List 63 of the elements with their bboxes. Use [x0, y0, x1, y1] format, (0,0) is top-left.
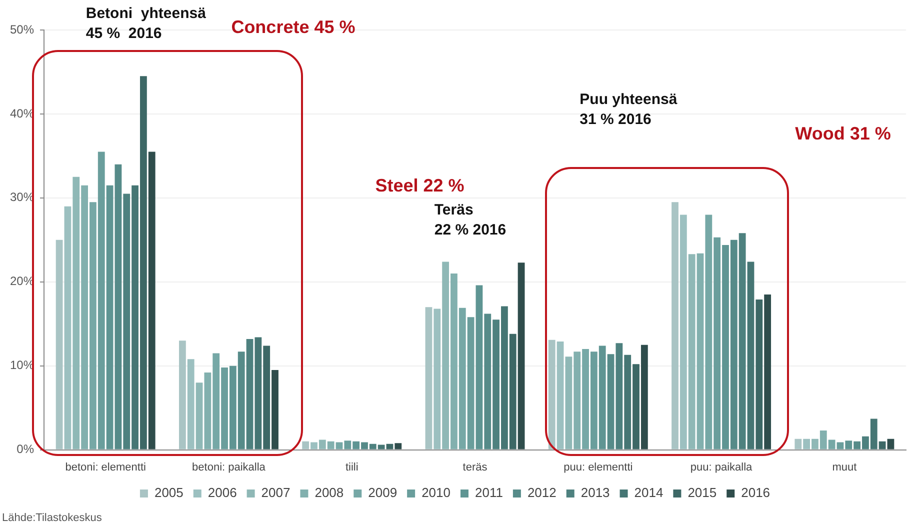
legend-label: 2012 [527, 485, 556, 500]
legend-label: 2015 [688, 485, 717, 500]
annotation: Wood 31 % [795, 124, 891, 144]
bar [794, 438, 802, 450]
bar [148, 152, 156, 450]
bar [878, 441, 886, 450]
bar [386, 444, 394, 450]
y-tick-label: 50% [10, 22, 34, 36]
annotation: Teräs 22 % 2016 [434, 202, 506, 239]
bar [680, 214, 687, 450]
bar [764, 294, 772, 450]
bar [140, 76, 147, 450]
bar [672, 202, 678, 450]
bar [640, 344, 648, 450]
bar [64, 206, 72, 450]
annotation: Steel 22 % [375, 176, 464, 196]
legend-label: 2013 [580, 485, 610, 500]
annotation: Concrete 45 % [231, 17, 356, 38]
bar [756, 300, 763, 450]
bar [518, 262, 525, 450]
bar [442, 262, 450, 450]
legend-label: 2010 [422, 485, 450, 500]
bar [310, 442, 318, 450]
text: Lähde:Tilastokeskus [2, 512, 102, 524]
bar [72, 176, 80, 450]
legend-label: 2008 [314, 485, 344, 500]
bar [632, 364, 640, 450]
bar [803, 438, 810, 450]
bar [263, 346, 270, 450]
legend-label: 2005 [154, 485, 184, 500]
x-tick-label: betoni: paikalla [192, 461, 266, 474]
x-tick-label: tiili [345, 461, 358, 474]
bar [548, 340, 556, 450]
x-tick-label: betoni: elementti [65, 461, 146, 474]
x-tick-label: teräs [462, 461, 488, 474]
legend-label: 2016 [741, 485, 770, 500]
bar [179, 340, 186, 450]
x-tick-label: puu: paikalla [690, 461, 754, 474]
bar [187, 359, 194, 450]
legend-label: 2014 [634, 485, 664, 500]
y-tick-label: 0% [16, 442, 34, 456]
legend-label: 2009 [368, 485, 398, 500]
legend-label: 2006 [208, 485, 237, 500]
bar [556, 341, 564, 450]
bar [318, 440, 326, 450]
annotation: Puu yhteensä 31 % 2016 [580, 90, 678, 128]
x-tick-label: puu: elementti [564, 461, 633, 474]
bar [425, 307, 432, 450]
bar [56, 240, 63, 450]
annotation: Betoni yhteensä 45 % 2016 [86, 5, 207, 42]
bar [302, 441, 310, 450]
bar [887, 438, 894, 450]
bar [196, 382, 203, 450]
legend-label: 2007 [261, 485, 290, 500]
x-tick-label: muut [832, 461, 857, 474]
bar [272, 370, 278, 450]
legend-label: 2011 [474, 485, 503, 500]
bar [394, 443, 402, 450]
bar [565, 356, 572, 450]
bar [812, 438, 818, 450]
bar [688, 254, 696, 450]
bar [509, 334, 516, 450]
bar [434, 308, 441, 450]
